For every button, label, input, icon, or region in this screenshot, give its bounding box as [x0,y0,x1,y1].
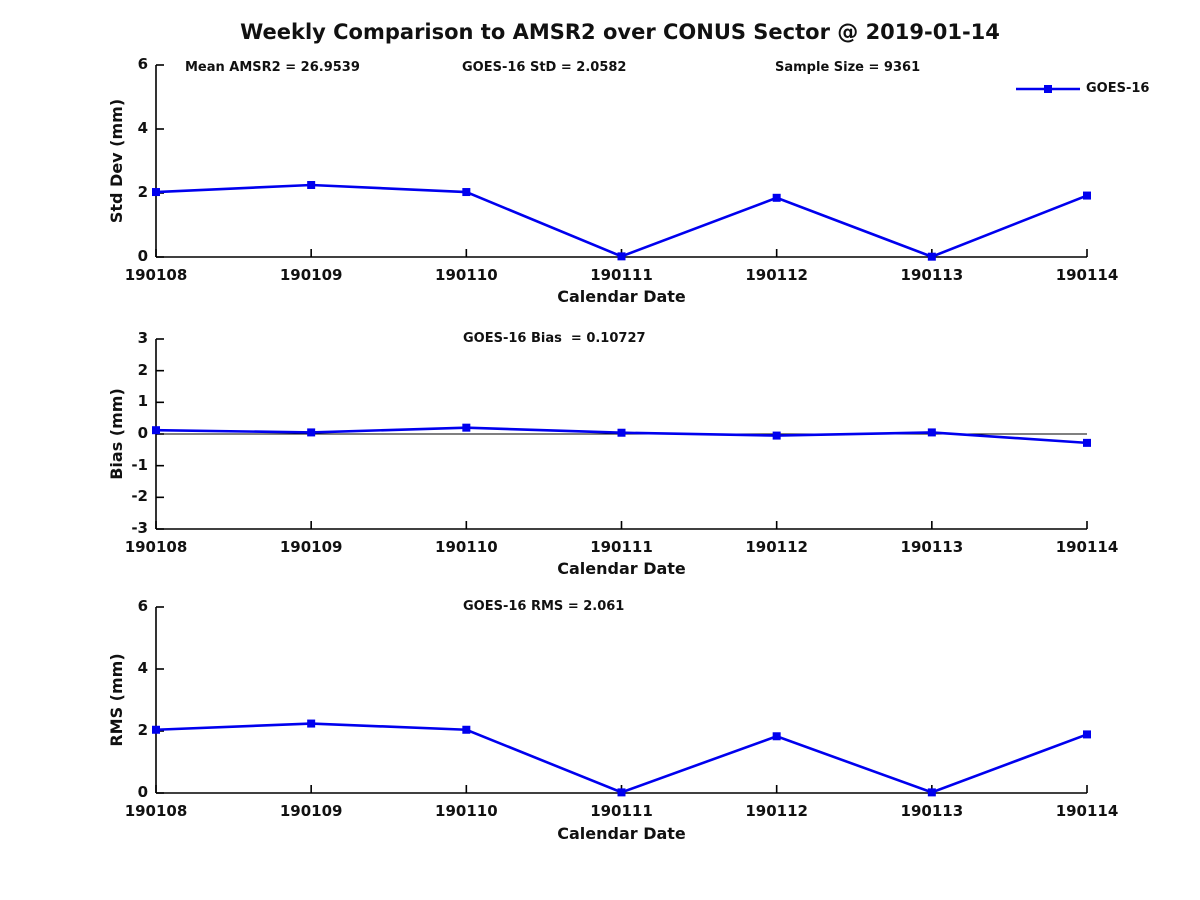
x-tick-label: 190108 [124,802,188,820]
x-tick-label: 190114 [1055,538,1119,556]
y-tick-label: 2 [137,721,148,739]
y-tick-label: 4 [137,119,148,137]
x-tick-label: 190110 [435,802,498,820]
data-line [155,183,1088,259]
data-line [155,722,1088,794]
x-tick-label: 190108 [124,266,188,284]
data-point-marker [1083,730,1091,739]
y-tick-label: 4 [137,659,148,677]
x-tick-label: 190111 [590,538,653,556]
y-tick-label: -1 [131,455,148,474]
y-tick-label: 2 [137,183,148,201]
x-tick-label: 190112 [745,538,808,556]
chart-title: Weekly Comparison to AMSR2 over CONUS Se… [240,20,1000,44]
data-point-marker [462,725,471,734]
data-point-marker [152,188,160,197]
data-point-marker [1083,438,1091,447]
x-tick-label: 190110 [435,538,498,556]
data-point-marker [307,428,316,437]
data-point-marker [152,426,160,435]
xlabel-stddev: Calendar Date [557,287,686,306]
y-tick-label: 3 [137,329,148,347]
data-point-marker [152,725,160,734]
data-point-marker [1083,191,1091,200]
data-point-marker [462,423,471,432]
y-tick-label: 0 [137,783,148,801]
x-tick-label: 190113 [900,266,964,284]
xlabel-bias: Calendar Date [557,559,686,578]
x-tick-label: 190111 [590,802,653,820]
data-point-marker [617,428,626,437]
data-point-marker [307,181,316,189]
annotation-mean-amsr2: Mean AMSR2 = 26.9539 [185,60,360,75]
xlabel-rms: Calendar Date [557,824,686,843]
data-point-marker [772,431,781,440]
ylabel-rms: RMS (mm) [107,653,126,747]
ylabel-stddev: Std Dev (mm) [107,98,126,224]
x-tick-label: 190112 [745,802,808,820]
subplot-rms [152,606,1091,797]
y-tick-label: 2 [137,360,148,379]
x-tick-label: 190114 [1055,802,1119,820]
data-point-marker [307,719,316,728]
annotation-goes16-rms: GOES-16 RMS = 2.061 [463,599,625,614]
data-point-marker [462,188,471,197]
data-point-marker [927,252,936,261]
subplot-bias [152,338,1091,530]
y-tick-label: 6 [137,597,148,615]
x-tick-label: 190109 [279,538,343,556]
y-tick-label: 0 [137,424,148,442]
data-point-marker [927,788,936,797]
x-tick-label: 190113 [900,802,964,820]
y-tick-label: -2 [131,487,148,506]
data-point-marker [927,428,936,437]
y-tick-label: 6 [137,55,148,73]
x-tick-label: 190112 [745,266,808,284]
y-tick-label: 0 [137,247,148,265]
data-point-marker [617,252,626,261]
x-tick-label: 190108 [124,538,188,556]
legend [1016,85,1080,93]
annotation-sample-size: Sample Size = 9361 [775,60,921,75]
x-tick-label: 190109 [279,802,343,820]
subplot-stddev [152,64,1091,261]
data-point-marker [772,732,781,741]
x-tick-label: 190109 [279,266,343,284]
x-tick-label: 190113 [900,538,964,556]
data-point-marker [772,193,781,202]
y-tick-label: 1 [137,392,148,411]
annotation-goes16-bias: GOES-16 Bias = 0.10727 [463,331,646,346]
y-tick-label: -3 [131,519,148,537]
x-tick-label: 190110 [435,266,498,284]
x-tick-label: 190114 [1055,266,1119,284]
annotation-goes16-std: GOES-16 StD = 2.0582 [462,60,627,75]
legend-label-goes16: GOES-16 [1086,81,1150,96]
data-point-marker [617,788,626,797]
x-tick-label: 190111 [590,266,653,284]
legend-marker-sample [1044,85,1052,93]
